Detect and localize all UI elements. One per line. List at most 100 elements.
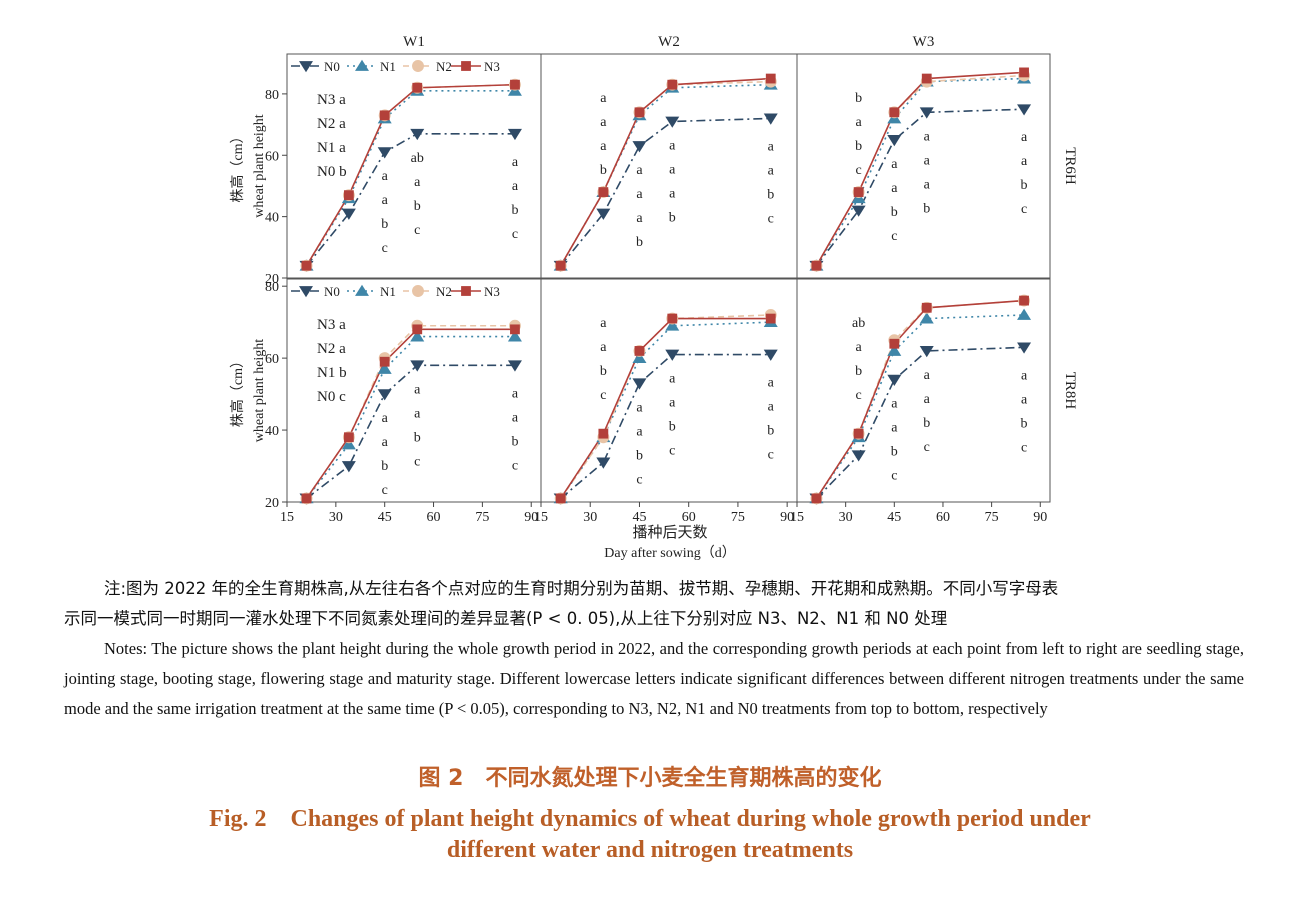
significance-letter: b xyxy=(636,235,643,250)
point-n3 xyxy=(510,79,520,90)
point-n3 xyxy=(811,493,822,504)
significance-letter: a xyxy=(382,411,389,426)
significance-letter: a xyxy=(512,179,519,194)
significance-letter: a xyxy=(600,340,607,355)
point-n0 xyxy=(665,116,680,128)
significance-letter: a xyxy=(1021,368,1028,383)
treatment-letter-label: N2 a xyxy=(317,341,346,357)
panel-title-w2: W2 xyxy=(658,34,680,50)
significance-letter: a xyxy=(856,340,863,355)
point-n0 xyxy=(341,208,356,220)
series-line-n2 xyxy=(815,74,1025,267)
significance-letter: b xyxy=(923,416,930,431)
significance-letter: c xyxy=(669,444,675,459)
point-n0 xyxy=(887,374,902,387)
point-n0 xyxy=(919,107,934,119)
chinese-note-line-2: 示同一模式同一时期同一灌水处理下不同氮素处理间的差异显著(P < 0. 05),… xyxy=(64,609,948,628)
significance-letter: b xyxy=(855,91,862,106)
point-n3 xyxy=(1019,295,1029,306)
significance-letter: b xyxy=(381,459,388,474)
series-line-n2 xyxy=(815,299,1025,499)
point-n3 xyxy=(921,302,932,313)
significance-letter: c xyxy=(1021,440,1027,455)
significance-letter: c xyxy=(512,458,518,473)
point-n3 xyxy=(343,432,354,443)
point-n3 xyxy=(301,493,312,504)
significance-letter: b xyxy=(414,430,421,445)
significance-letter: b xyxy=(855,364,862,379)
x-tick-label: 45 xyxy=(632,510,646,525)
point-n1 xyxy=(377,362,392,374)
point-n0 xyxy=(377,389,392,401)
series-line-n1 xyxy=(560,321,771,499)
x-tick-label: 90 xyxy=(1033,510,1047,525)
significance-letter: a xyxy=(768,376,775,391)
legend-label-n2: N2 xyxy=(436,284,452,299)
significance-letter: a xyxy=(669,187,676,202)
treatment-letter-label: N0 c xyxy=(317,389,346,405)
significance-letter: a xyxy=(600,115,607,130)
significance-letter: b xyxy=(767,424,774,439)
point-n0 xyxy=(410,128,425,141)
significance-letter: a xyxy=(1021,154,1028,169)
x-tick-label: 30 xyxy=(839,510,853,525)
point-n3 xyxy=(412,324,423,335)
y-tick-label: 20 xyxy=(265,496,279,511)
significance-letter: a xyxy=(768,139,775,154)
point-n3 xyxy=(667,313,678,324)
panel-title-w1: W1 xyxy=(403,34,425,50)
significance-letter: b xyxy=(1021,416,1028,431)
significance-letter: b xyxy=(511,203,518,218)
x-tick-label: 90 xyxy=(780,510,794,525)
series-line-n3 xyxy=(815,71,1025,267)
significance-letter: a xyxy=(669,163,676,178)
figure-caption-chinese: 图 2 不同水氮处理下小麦全生育期株高的变化 xyxy=(418,766,882,791)
point-n3 xyxy=(811,260,822,271)
significance-letter: b xyxy=(855,139,862,154)
legend-marker-n2 xyxy=(412,60,424,72)
significance-letter: ab xyxy=(852,316,865,331)
legend-label-n0: N0 xyxy=(324,284,340,299)
x-tick-label: 45 xyxy=(887,510,901,525)
significance-letter: a xyxy=(414,175,421,190)
significance-letter: b xyxy=(414,199,421,214)
series-line-n1 xyxy=(815,77,1025,267)
point-n3 xyxy=(889,338,900,349)
x-tick-label: 15 xyxy=(534,510,548,525)
point-n0 xyxy=(507,360,522,372)
significance-letter: a xyxy=(1021,392,1028,407)
point-n1 xyxy=(341,438,356,450)
point-n0 xyxy=(632,378,647,390)
series-line-n1 xyxy=(815,314,1025,499)
treatment-letter-label: N2 a xyxy=(317,116,346,132)
significance-letter: a xyxy=(512,155,519,170)
legend-label-n1: N1 xyxy=(380,284,396,299)
significance-letter: c xyxy=(856,163,862,178)
y-axis-label-cn: 株高（cm） xyxy=(229,354,246,427)
legend-label-n3: N3 xyxy=(484,59,500,74)
significance-letter: b xyxy=(381,217,388,232)
series-line-n2 xyxy=(560,80,771,267)
significance-letter: a xyxy=(891,397,898,412)
legend-label-n1: N1 xyxy=(380,59,396,74)
treatment-letter-label: N1 b xyxy=(317,365,347,381)
x-tick-label: 60 xyxy=(936,510,950,525)
point-n0 xyxy=(1017,104,1032,116)
point-n1 xyxy=(887,344,902,356)
x-axis-label-en: Day after sowing（d） xyxy=(604,545,735,561)
significance-letter: b xyxy=(636,448,643,463)
significance-letter: c xyxy=(636,472,642,487)
x-tick-label: 75 xyxy=(985,510,999,525)
y-tick-label: 20 xyxy=(265,272,279,287)
significance-letter: c xyxy=(768,211,774,226)
point-n3 xyxy=(343,190,354,201)
legend-marker-n2 xyxy=(412,285,424,297)
significance-letter: a xyxy=(891,421,898,436)
significance-letter: b xyxy=(1021,178,1028,193)
point-n0 xyxy=(851,205,866,217)
significance-letter: a xyxy=(414,382,421,397)
point-n1 xyxy=(919,312,934,324)
significance-letter: a xyxy=(636,211,643,226)
significance-letter: c xyxy=(924,440,930,455)
significance-letter: a xyxy=(636,163,643,178)
